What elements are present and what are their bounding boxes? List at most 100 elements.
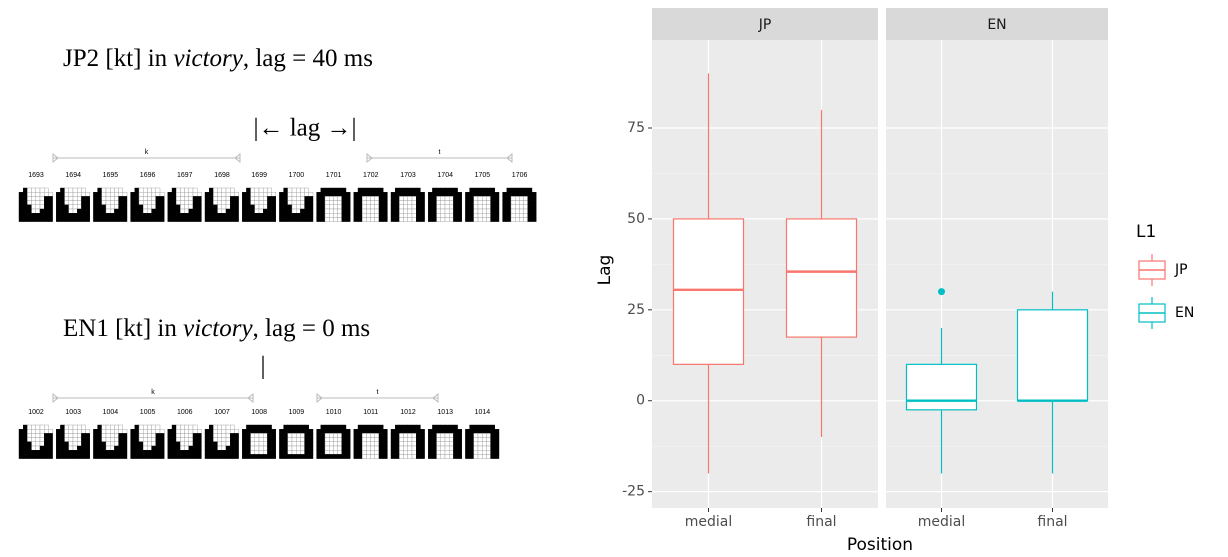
palatogram-cell — [98, 188, 102, 192]
palatogram-cell — [420, 217, 424, 221]
palatogram-cell — [300, 209, 304, 213]
palatogram-cell — [279, 446, 283, 450]
palatogram-cell — [135, 192, 139, 196]
palatogram-cell — [131, 209, 135, 213]
palatogram-cell — [77, 429, 81, 433]
palatogram-cell — [73, 438, 77, 442]
palatogram-cell — [300, 196, 304, 200]
palatogram-cell — [98, 192, 102, 196]
palatogram-cell — [515, 201, 519, 205]
palatogram-cell — [486, 442, 490, 446]
palatogram-cell — [404, 217, 408, 221]
palatogram-cell — [230, 201, 234, 205]
palatogram-cell — [213, 196, 217, 200]
palatogram-cell — [19, 438, 23, 442]
palatogram-cell — [329, 454, 333, 458]
palatogram-cell — [383, 213, 387, 217]
palatogram-cell — [333, 446, 337, 450]
palatogram-cell — [507, 192, 511, 196]
palatogram-cell — [40, 196, 44, 200]
palatogram-cell — [139, 196, 143, 200]
palatogram-cell — [139, 446, 143, 450]
palatogram-cell — [478, 196, 482, 200]
palatogram-cell — [404, 438, 408, 442]
palatogram-cell — [185, 188, 189, 192]
palatogram-cell — [152, 201, 156, 205]
palatogram-cell — [321, 201, 325, 205]
palatogram-cell — [267, 192, 271, 196]
palatogram-cell — [284, 446, 288, 450]
palatogram-cell — [131, 213, 135, 217]
palatogram-cell — [234, 454, 238, 458]
palatogram-cell — [114, 205, 118, 209]
palatogram-cell — [19, 454, 23, 458]
box — [787, 219, 857, 337]
palatogram-cell — [242, 217, 246, 221]
palatogram-cell — [445, 442, 449, 446]
palatogram-cell — [362, 201, 366, 205]
palatogram-cell — [209, 196, 213, 200]
palatogram-cell — [375, 201, 379, 205]
palatogram-cell — [511, 209, 515, 213]
palatogram-cell — [449, 196, 453, 200]
palatogram-cell — [395, 196, 399, 200]
palatogram-cell — [432, 425, 436, 429]
palatogram-cell — [404, 188, 408, 192]
palatogram-cell — [412, 209, 416, 213]
palatogram-cell — [23, 433, 27, 437]
palatogram-cell — [445, 205, 449, 209]
palatogram-cell — [408, 425, 412, 429]
palatogram-cell — [44, 205, 48, 209]
palatogram-cell — [354, 213, 358, 217]
palatogram-cell — [366, 442, 370, 446]
palatogram-cell — [242, 205, 246, 209]
palatogram-cell — [234, 196, 238, 200]
palatogram-cell — [362, 425, 366, 429]
palatogram-cell — [69, 201, 73, 205]
palatogram-cell — [230, 209, 234, 213]
palatogram-cell — [532, 217, 536, 221]
palatogram-cell — [135, 196, 139, 200]
palatogram-cell — [412, 438, 416, 442]
palatogram-cell — [93, 201, 97, 205]
palatogram-cell — [371, 438, 375, 442]
palatogram-cell — [234, 213, 238, 217]
palatogram-cell — [416, 433, 420, 437]
palatogram-cell — [375, 454, 379, 458]
palatogram-cell — [317, 196, 321, 200]
palatogram-cell — [156, 192, 160, 196]
palatogram-cell — [507, 209, 511, 213]
palatogram-cell — [176, 201, 180, 205]
palatogram-cell — [172, 188, 176, 192]
palatogram-cell — [305, 192, 309, 196]
palatogram-cell — [139, 433, 143, 437]
palatogram-cell — [486, 450, 490, 454]
palatogram-cell — [176, 425, 180, 429]
palatogram-cell — [32, 450, 36, 454]
palatogram-cell — [246, 454, 250, 458]
palatogram-cell — [325, 209, 329, 213]
palatogram-cell — [366, 196, 370, 200]
palatogram-cell — [135, 213, 139, 217]
frame-number: 1006 — [177, 409, 193, 416]
palatogram-cell — [383, 192, 387, 196]
palatogram-cell — [197, 192, 201, 196]
palatogram-cell — [189, 205, 193, 209]
palatogram-cell — [255, 205, 259, 209]
palatogram-cell — [441, 217, 445, 221]
palatogram-cell — [458, 442, 462, 446]
legend-key — [1139, 254, 1165, 286]
palatogram-cell — [152, 188, 156, 192]
palatogram-cell — [371, 446, 375, 450]
palatogram-cell — [160, 438, 164, 442]
palatogram-cell — [491, 425, 495, 429]
palatogram-cell — [143, 446, 147, 450]
palatogram-cell — [180, 217, 184, 221]
palatogram — [56, 188, 90, 222]
palatogram-cell — [197, 446, 201, 450]
palatogram-cell — [325, 454, 329, 458]
palatogram-cell — [474, 188, 478, 192]
palatogram-cell — [106, 442, 110, 446]
palatogram-cell — [86, 201, 90, 205]
palatogram-cell — [379, 446, 383, 450]
